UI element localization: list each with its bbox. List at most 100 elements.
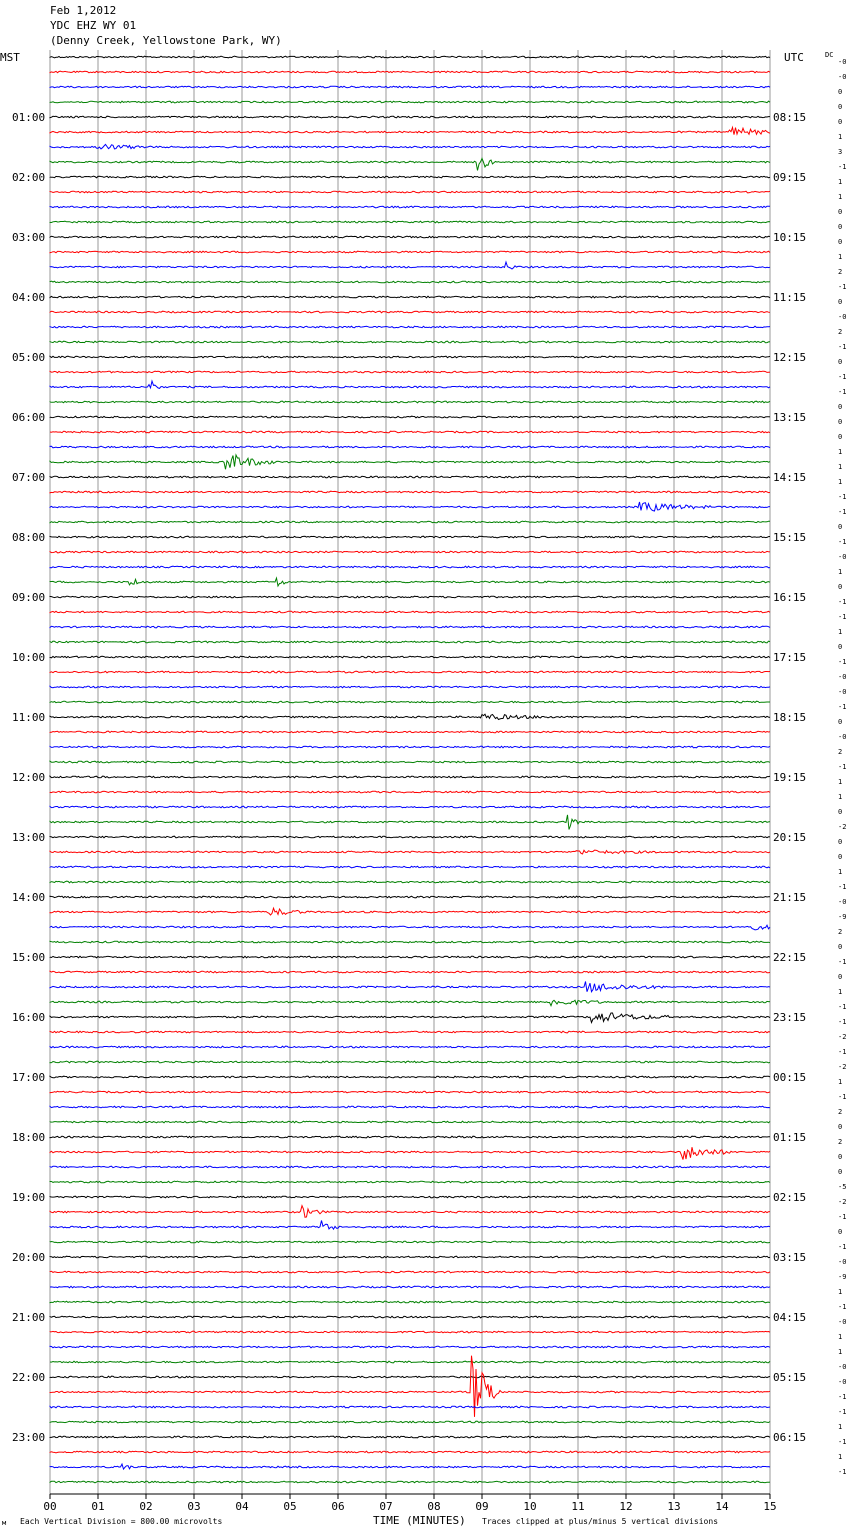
trace-row bbox=[49, 880, 771, 884]
x-tick-label: 06 bbox=[331, 1500, 344, 1513]
trace-row bbox=[49, 895, 771, 899]
dc-offset-value: -0 bbox=[838, 73, 846, 81]
corner-mark: м bbox=[2, 1519, 7, 1527]
dc-offset-value: 0 bbox=[838, 808, 842, 816]
x-tick-label: 13 bbox=[667, 1500, 680, 1513]
dc-offset-value: 1 bbox=[838, 568, 842, 576]
dc-offset-value: 0 bbox=[838, 718, 842, 726]
dc-offset-value: -1 bbox=[838, 373, 846, 381]
hour-label-left: 14:00 bbox=[12, 891, 45, 904]
trace-row bbox=[49, 1165, 771, 1169]
trace-row bbox=[49, 835, 771, 839]
x-tick-label: 02 bbox=[139, 1500, 152, 1513]
dc-offset-value: -0 bbox=[838, 898, 846, 906]
vertical-gridlines bbox=[49, 50, 771, 1499]
trace-row bbox=[49, 143, 771, 150]
trace-row bbox=[49, 640, 771, 644]
utc-label: UTC bbox=[784, 51, 804, 64]
trace-row bbox=[49, 430, 771, 434]
trace-row bbox=[49, 55, 771, 59]
x-tick-label: 01 bbox=[91, 1500, 104, 1513]
dc-offset-value: 1 bbox=[838, 988, 842, 996]
trace-row bbox=[49, 250, 771, 254]
hour-label-right: 15:15 bbox=[773, 531, 806, 544]
x-tick-label: 11 bbox=[571, 1500, 584, 1513]
trace-row bbox=[49, 1180, 771, 1184]
station-location: (Denny Creek, Yellowstone Park, WY) bbox=[50, 34, 282, 47]
dc-offset-value: -1 bbox=[838, 703, 846, 711]
trace-row bbox=[49, 100, 771, 104]
dc-offset-value: 0 bbox=[838, 838, 842, 846]
trace-row bbox=[49, 565, 771, 569]
trace-row bbox=[49, 1135, 770, 1139]
dc-offset-value: 0 bbox=[838, 88, 842, 96]
dc-offset-value: -1 bbox=[838, 388, 846, 396]
trace-row bbox=[49, 125, 771, 136]
trace-row bbox=[49, 1105, 771, 1109]
trace-row bbox=[49, 814, 771, 830]
dc-offset-value: -1 bbox=[838, 1048, 846, 1056]
dc-offset-value: -0 bbox=[838, 1258, 846, 1266]
dc-offset-value: -1 bbox=[838, 1213, 846, 1221]
hour-label-right: 12:15 bbox=[773, 351, 806, 364]
hour-label-right: 13:15 bbox=[773, 411, 806, 424]
hour-label-left: 12:00 bbox=[12, 771, 45, 784]
trace-row bbox=[49, 1060, 771, 1064]
trace-row bbox=[49, 865, 771, 869]
trace-row bbox=[49, 760, 771, 764]
trace-row bbox=[49, 906, 771, 916]
trace-row bbox=[49, 1075, 771, 1079]
dc-offset-value: 0 bbox=[838, 943, 842, 951]
dc-offset-value: -1 bbox=[838, 343, 846, 351]
x-tick-label: 04 bbox=[235, 1500, 249, 1513]
dc-offset-value: 0 bbox=[838, 583, 842, 591]
trace-row bbox=[49, 355, 771, 359]
trace-row bbox=[49, 1030, 771, 1034]
dc-offset-value: 1 bbox=[838, 1348, 842, 1356]
dc-offset-value: 1 bbox=[838, 1423, 842, 1431]
trace-row bbox=[49, 1220, 771, 1231]
trace-row bbox=[49, 1285, 771, 1289]
x-tick-label: 09 bbox=[475, 1500, 488, 1513]
dc-offset-value: -2 bbox=[838, 1033, 846, 1041]
trace-row bbox=[49, 790, 771, 794]
dc-offset-value: 0 bbox=[838, 103, 842, 111]
dc-offset-value: -1 bbox=[838, 283, 846, 291]
trace-row bbox=[49, 1300, 771, 1304]
trace-row bbox=[49, 1045, 770, 1049]
trace-row bbox=[49, 1147, 771, 1160]
mst-label: MST bbox=[0, 51, 20, 64]
dc-offset-value: 0 bbox=[838, 418, 842, 426]
trace-row bbox=[49, 1270, 771, 1274]
dc-offset-value: 0 bbox=[838, 1153, 842, 1161]
trace-row bbox=[49, 520, 770, 524]
hour-label-right: 05:15 bbox=[773, 1371, 806, 1384]
hour-label-left: 11:00 bbox=[12, 711, 45, 724]
trace-row bbox=[49, 453, 771, 470]
station-code: YDC EHZ WY 01 bbox=[50, 19, 137, 32]
hour-label-right: 02:15 bbox=[773, 1191, 806, 1204]
dc-offset-value: -0 bbox=[838, 58, 846, 66]
dc-offset-value: -1 bbox=[838, 658, 846, 666]
trace-row bbox=[49, 370, 771, 374]
trace-row bbox=[49, 280, 771, 284]
trace-row bbox=[49, 655, 771, 659]
hour-label-left: 08:00 bbox=[12, 531, 45, 544]
dc-offset-value: 0 bbox=[838, 643, 842, 651]
hour-label-right: 14:15 bbox=[773, 471, 806, 484]
trace-row bbox=[49, 325, 771, 329]
dc-offset-value: -2 bbox=[838, 1063, 846, 1071]
x-tick-label: 08 bbox=[427, 1500, 440, 1513]
hour-label-left: 15:00 bbox=[12, 951, 45, 964]
hour-label-left: 07:00 bbox=[12, 471, 45, 484]
dc-offset-value: -0 bbox=[838, 673, 846, 681]
dc-offset-value: 0 bbox=[838, 223, 842, 231]
trace-row bbox=[49, 1480, 771, 1484]
dc-offset-value: -1 bbox=[838, 883, 846, 891]
dc-offset-value: -1 bbox=[838, 1003, 846, 1011]
dc-offset-value: 0 bbox=[838, 1228, 842, 1236]
hour-label-left: 13:00 bbox=[12, 831, 45, 844]
dc-offset-value: 0 bbox=[838, 1168, 842, 1176]
trace-row bbox=[49, 595, 771, 599]
hour-label-left: 16:00 bbox=[12, 1011, 45, 1024]
